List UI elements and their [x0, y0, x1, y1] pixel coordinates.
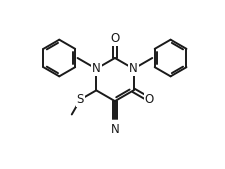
Text: S: S [77, 93, 84, 106]
Text: O: O [110, 32, 119, 45]
Text: N: N [129, 62, 138, 75]
Text: N: N [110, 123, 119, 136]
Text: O: O [145, 93, 154, 106]
Text: N: N [92, 62, 101, 75]
